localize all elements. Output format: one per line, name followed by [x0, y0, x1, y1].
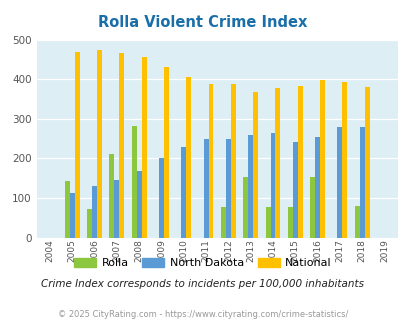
Bar: [159, 158, 164, 238]
Bar: [136, 171, 141, 238]
Bar: [141, 57, 146, 238]
Bar: [252, 92, 258, 238]
Bar: [297, 85, 302, 238]
Bar: [87, 209, 92, 238]
Bar: [65, 182, 70, 238]
Bar: [270, 133, 275, 238]
Legend: Rolla, North Dakota, National: Rolla, North Dakota, National: [69, 253, 336, 273]
Bar: [319, 81, 324, 238]
Bar: [275, 88, 279, 238]
Bar: [292, 142, 297, 238]
Bar: [181, 147, 186, 238]
Bar: [164, 67, 168, 238]
Bar: [75, 52, 79, 238]
Bar: [287, 207, 292, 238]
Bar: [247, 135, 252, 238]
Bar: [265, 207, 270, 238]
Bar: [186, 77, 191, 238]
Bar: [364, 87, 369, 238]
Text: © 2025 CityRating.com - https://www.cityrating.com/crime-statistics/: © 2025 CityRating.com - https://www.city…: [58, 310, 347, 319]
Bar: [132, 126, 136, 238]
Bar: [230, 84, 235, 238]
Bar: [243, 178, 247, 238]
Text: Crime Index corresponds to incidents per 100,000 inhabitants: Crime Index corresponds to incidents per…: [41, 279, 364, 289]
Bar: [70, 193, 75, 238]
Bar: [114, 180, 119, 238]
Bar: [314, 137, 319, 238]
Bar: [208, 84, 213, 238]
Text: Rolla Violent Crime Index: Rolla Violent Crime Index: [98, 15, 307, 30]
Bar: [203, 139, 208, 238]
Bar: [109, 154, 114, 238]
Bar: [220, 207, 225, 238]
Bar: [354, 206, 359, 238]
Bar: [92, 186, 97, 238]
Bar: [359, 127, 364, 238]
Bar: [119, 53, 124, 238]
Bar: [225, 139, 230, 238]
Bar: [97, 50, 102, 238]
Bar: [341, 82, 346, 238]
Bar: [309, 177, 314, 238]
Bar: [337, 127, 341, 238]
